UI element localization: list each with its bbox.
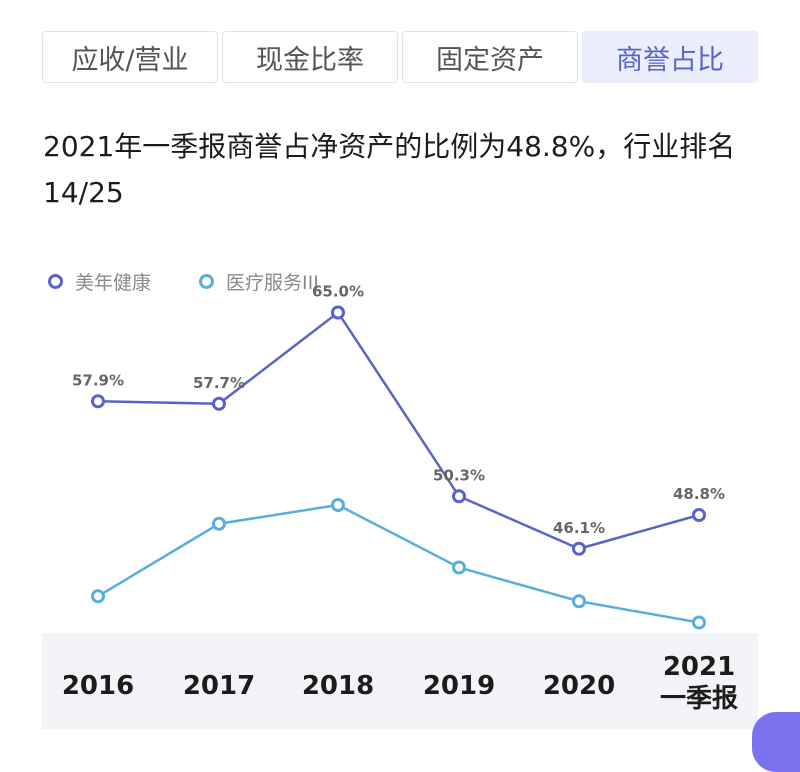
data-point-s2-0[interactable] — [91, 589, 105, 604]
data-point-s1-5[interactable] — [692, 508, 706, 522]
summary-line-1: 2021年一季报商誉占净资产的比例为48.8%，行业排名 — [43, 130, 736, 163]
data-point-s2-5[interactable] — [692, 615, 706, 630]
x-tick-label-5: 2021 一季报 — [659, 652, 738, 714]
legend-label-series-1: 美年健康 — [75, 272, 152, 294]
x-tick-label-2: 2018 — [301, 671, 375, 701]
x-tick-label-4: 2020 — [542, 671, 616, 701]
data-label-s1-1: 57.7% — [193, 374, 245, 392]
series-line-2 — [97, 503, 700, 624]
data-point-s1-0[interactable] — [91, 394, 105, 409]
tab-goodwill-ratio[interactable]: 商誉占比 — [582, 31, 758, 83]
tab-bar: 应收/营业 现金比率 固定资产 商誉占比 — [42, 31, 758, 83]
data-label-s1-5: 48.8% — [673, 485, 725, 503]
legend-marker-series-1 — [48, 274, 63, 289]
data-point-s1-2[interactable] — [331, 305, 345, 320]
data-label-s1-2: 65.0% — [312, 283, 364, 301]
data-point-s2-2[interactable] — [331, 498, 345, 512]
chart-legend: 美年健康 医疗服务III — [48, 268, 367, 295]
data-point-s1-1[interactable] — [212, 396, 226, 411]
summary-text: 2021年一季报商誉占净资产的比例为48.8%，行业排名 14/25 — [43, 124, 763, 216]
floating-action-button[interactable] — [752, 712, 800, 772]
data-point-s2-3[interactable] — [452, 560, 466, 575]
legend-marker-series-2 — [199, 274, 215, 289]
series-line-1 — [97, 310, 700, 551]
x-axis-band — [42, 633, 758, 729]
data-point-s1-4[interactable] — [572, 541, 586, 556]
x-tick-label-1: 2017 — [182, 671, 256, 701]
legend-item-series-2[interactable]: 医疗服务III — [199, 268, 319, 295]
tab-fixed-assets[interactable]: 固定资产 — [402, 31, 578, 83]
data-point-s1-3[interactable] — [452, 489, 466, 504]
x-tick-label-0: 2016 — [61, 671, 135, 701]
data-point-s2-1[interactable] — [212, 516, 226, 531]
legend-item-series-1[interactable]: 美年健康 — [48, 268, 151, 295]
data-label-s1-3: 50.3% — [433, 466, 485, 484]
data-point-s2-4[interactable] — [572, 594, 586, 609]
tab-cash-ratio[interactable]: 现金比率 — [222, 31, 398, 83]
summary-line-2: 14/25 — [43, 176, 124, 209]
x-tick-label-3: 2019 — [422, 671, 496, 701]
data-label-s1-4: 46.1% — [553, 519, 605, 537]
tab-receivable-revenue[interactable]: 应收/营业 — [42, 31, 218, 83]
line-chart: 57.9% 57.7% 65.0% 50.3% 46.1% 48.8% — [72, 283, 725, 630]
data-label-s1-0: 57.9% — [72, 371, 124, 389]
legend-label-series-2: 医疗服务III — [226, 272, 319, 294]
